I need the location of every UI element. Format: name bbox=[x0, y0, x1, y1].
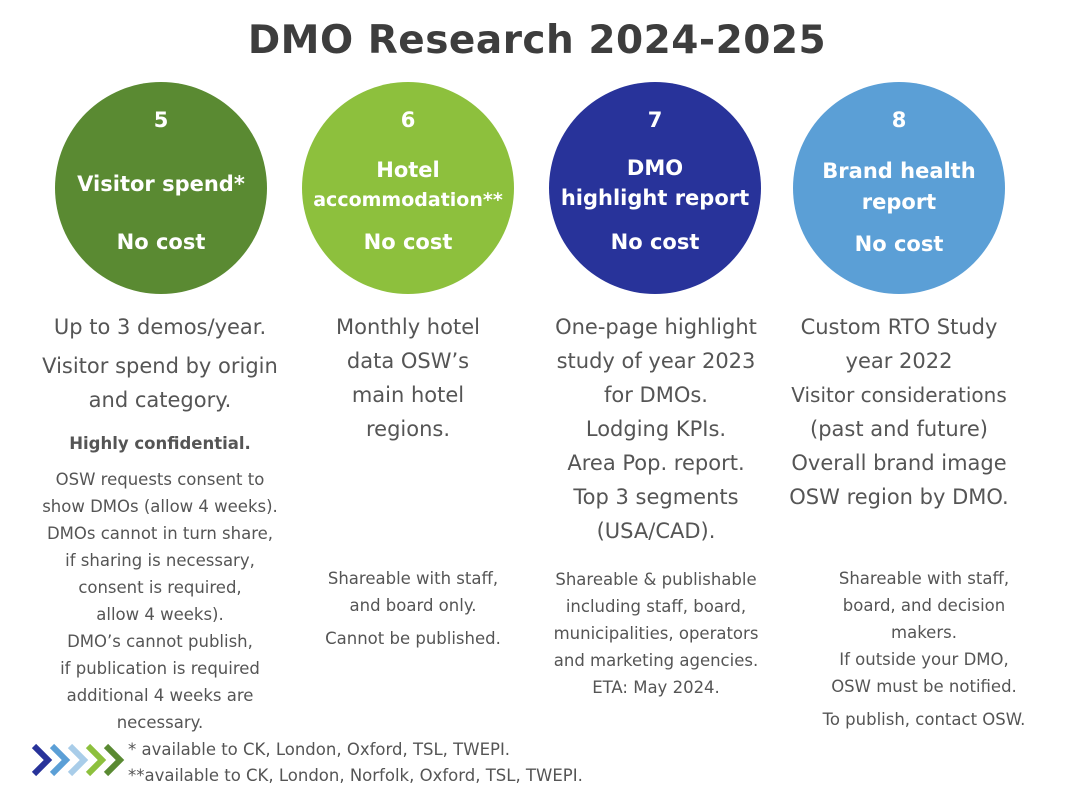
circle-dmo-highlight-report: 7 DMO highlight report No cost bbox=[549, 82, 761, 294]
small-line: if publication is required bbox=[60, 659, 260, 678]
circle-cost: No cost bbox=[610, 230, 700, 254]
desc-line: data OSW’s bbox=[346, 349, 470, 373]
publish-note-hotel: Cannot be published. bbox=[325, 629, 501, 648]
small-line: municipalities, operators bbox=[553, 624, 759, 643]
circle-name-line-1: Hotel bbox=[376, 158, 440, 182]
small-line: makers. bbox=[891, 623, 957, 642]
circle-name: Visitor spend* bbox=[77, 172, 245, 196]
footnote-visitor-spend: * available to CK, London, Oxford, TSL, … bbox=[128, 740, 511, 759]
small-line: show DMOs (allow 4 weeks). bbox=[42, 497, 278, 516]
desc-line: and category. bbox=[88, 388, 232, 412]
chevron-5-icon bbox=[103, 743, 125, 777]
small-line: allow 4 weeks). bbox=[96, 605, 224, 624]
sharing-dmo-highlight: Shareable & publishable including staff,… bbox=[521, 566, 791, 701]
small-line: necessary. bbox=[116, 713, 204, 732]
small-line: additional 4 weeks are bbox=[66, 686, 254, 705]
desc-line: Custom RTO Study bbox=[800, 315, 998, 339]
circle-number: 8 bbox=[891, 108, 907, 132]
desc-hotel-accommodation: Monthly hotel data OSW’s main hotel regi… bbox=[283, 310, 533, 446]
small-line: OSW requests consent to bbox=[55, 470, 265, 489]
circle-visitor-spend: 5 Visitor spend* No cost bbox=[55, 82, 267, 294]
circle-hotel-accommodation: 6 Hotel accommodation** No cost bbox=[302, 82, 514, 294]
chevron-3-icon bbox=[67, 743, 89, 777]
confidential-note: Highly confidential. bbox=[69, 434, 251, 453]
desc-dmo-highlight: One-page highlight study of year 2023 fo… bbox=[531, 310, 781, 548]
desc-visitor-spend-detail: Visitor spend by origin and category. bbox=[35, 349, 285, 417]
desc-line: OSW region by DMO. bbox=[789, 485, 1009, 509]
small-line: If outside your DMO, bbox=[839, 650, 1009, 669]
small-line: ETA: May 2024. bbox=[592, 678, 720, 697]
circle-number: 6 bbox=[400, 108, 416, 132]
small-line: if sharing is necessary, bbox=[65, 551, 255, 570]
desc-line: for DMOs. bbox=[604, 383, 708, 407]
small-line: including staff, board, bbox=[565, 597, 747, 616]
desc-line: Area Pop. report. bbox=[567, 451, 745, 475]
sharing-visitor-spend: OSW requests consent to show DMOs (allow… bbox=[20, 466, 300, 736]
desc-line: study of year 2023 bbox=[556, 349, 756, 373]
chevron-4-icon bbox=[85, 743, 107, 777]
small-line: Shareable with staff, bbox=[838, 569, 1010, 588]
small-line: DMOs cannot in turn share, bbox=[46, 524, 274, 543]
circle-name-line-2: report bbox=[861, 190, 937, 214]
small-line: consent is required, bbox=[78, 578, 242, 597]
small-line: and marketing agencies. bbox=[553, 651, 759, 670]
desc-line: main hotel bbox=[351, 383, 465, 407]
small-line: OSW must be notified. bbox=[831, 677, 1017, 696]
desc-line: Monthly hotel bbox=[336, 315, 480, 339]
desc-line: (past and future) bbox=[810, 417, 988, 441]
chevron-arrows-icon bbox=[31, 743, 125, 777]
desc-line: regions. bbox=[365, 417, 451, 441]
circle-brand-health-report: 8 Brand health report No cost bbox=[793, 82, 1005, 294]
desc-line: Up to 3 demos/year. bbox=[53, 315, 267, 339]
circle-name-line-2: highlight report bbox=[560, 186, 750, 210]
desc-line: year 2022 bbox=[845, 349, 953, 373]
desc-brand-health: Custom RTO Study year 2022 Visitor consi… bbox=[774, 310, 1024, 514]
chevron-2-icon bbox=[49, 743, 71, 777]
circle-number: 5 bbox=[153, 108, 169, 132]
desc-line: Visitor considerations bbox=[791, 383, 1007, 407]
circle-name-line-1: DMO bbox=[626, 156, 684, 180]
small-line: DMO’s cannot publish, bbox=[67, 632, 253, 651]
circle-cost: No cost bbox=[854, 232, 944, 256]
circle-number: 7 bbox=[647, 108, 663, 132]
desc-line: Lodging KPIs. bbox=[585, 417, 727, 441]
small-line: board, and decision bbox=[842, 596, 1006, 615]
sharing-brand-health: Shareable with staff, board, and decisio… bbox=[784, 565, 1064, 700]
footnote-hotel: **available to CK, London, Norfolk, Oxfo… bbox=[128, 766, 583, 785]
chevron-1-icon bbox=[31, 743, 53, 777]
desc-visitor-spend: Up to 3 demos/year. bbox=[35, 310, 285, 344]
desc-line: One-page highlight bbox=[555, 315, 757, 339]
desc-line: Top 3 segments bbox=[573, 485, 739, 509]
small-line: Shareable with staff, bbox=[327, 569, 499, 588]
circle-cost: No cost bbox=[363, 230, 453, 254]
desc-line: Overall brand image bbox=[791, 451, 1007, 475]
circle-name-line-2: accommodation** bbox=[313, 189, 503, 211]
publish-note-brand: To publish, contact OSW. bbox=[822, 710, 1026, 729]
desc-line: Visitor spend by origin bbox=[42, 354, 278, 378]
sharing-hotel-accommodation: Shareable with staff, and board only. bbox=[283, 565, 543, 619]
circle-cost: No cost bbox=[116, 230, 206, 254]
page-title: DMO Research 2024-2025 bbox=[247, 18, 827, 63]
small-line: Shareable & publishable bbox=[555, 570, 757, 589]
desc-line: (USA/CAD). bbox=[596, 519, 716, 543]
small-line: and board only. bbox=[349, 596, 477, 615]
circle-name-line-1: Brand health bbox=[822, 159, 976, 183]
